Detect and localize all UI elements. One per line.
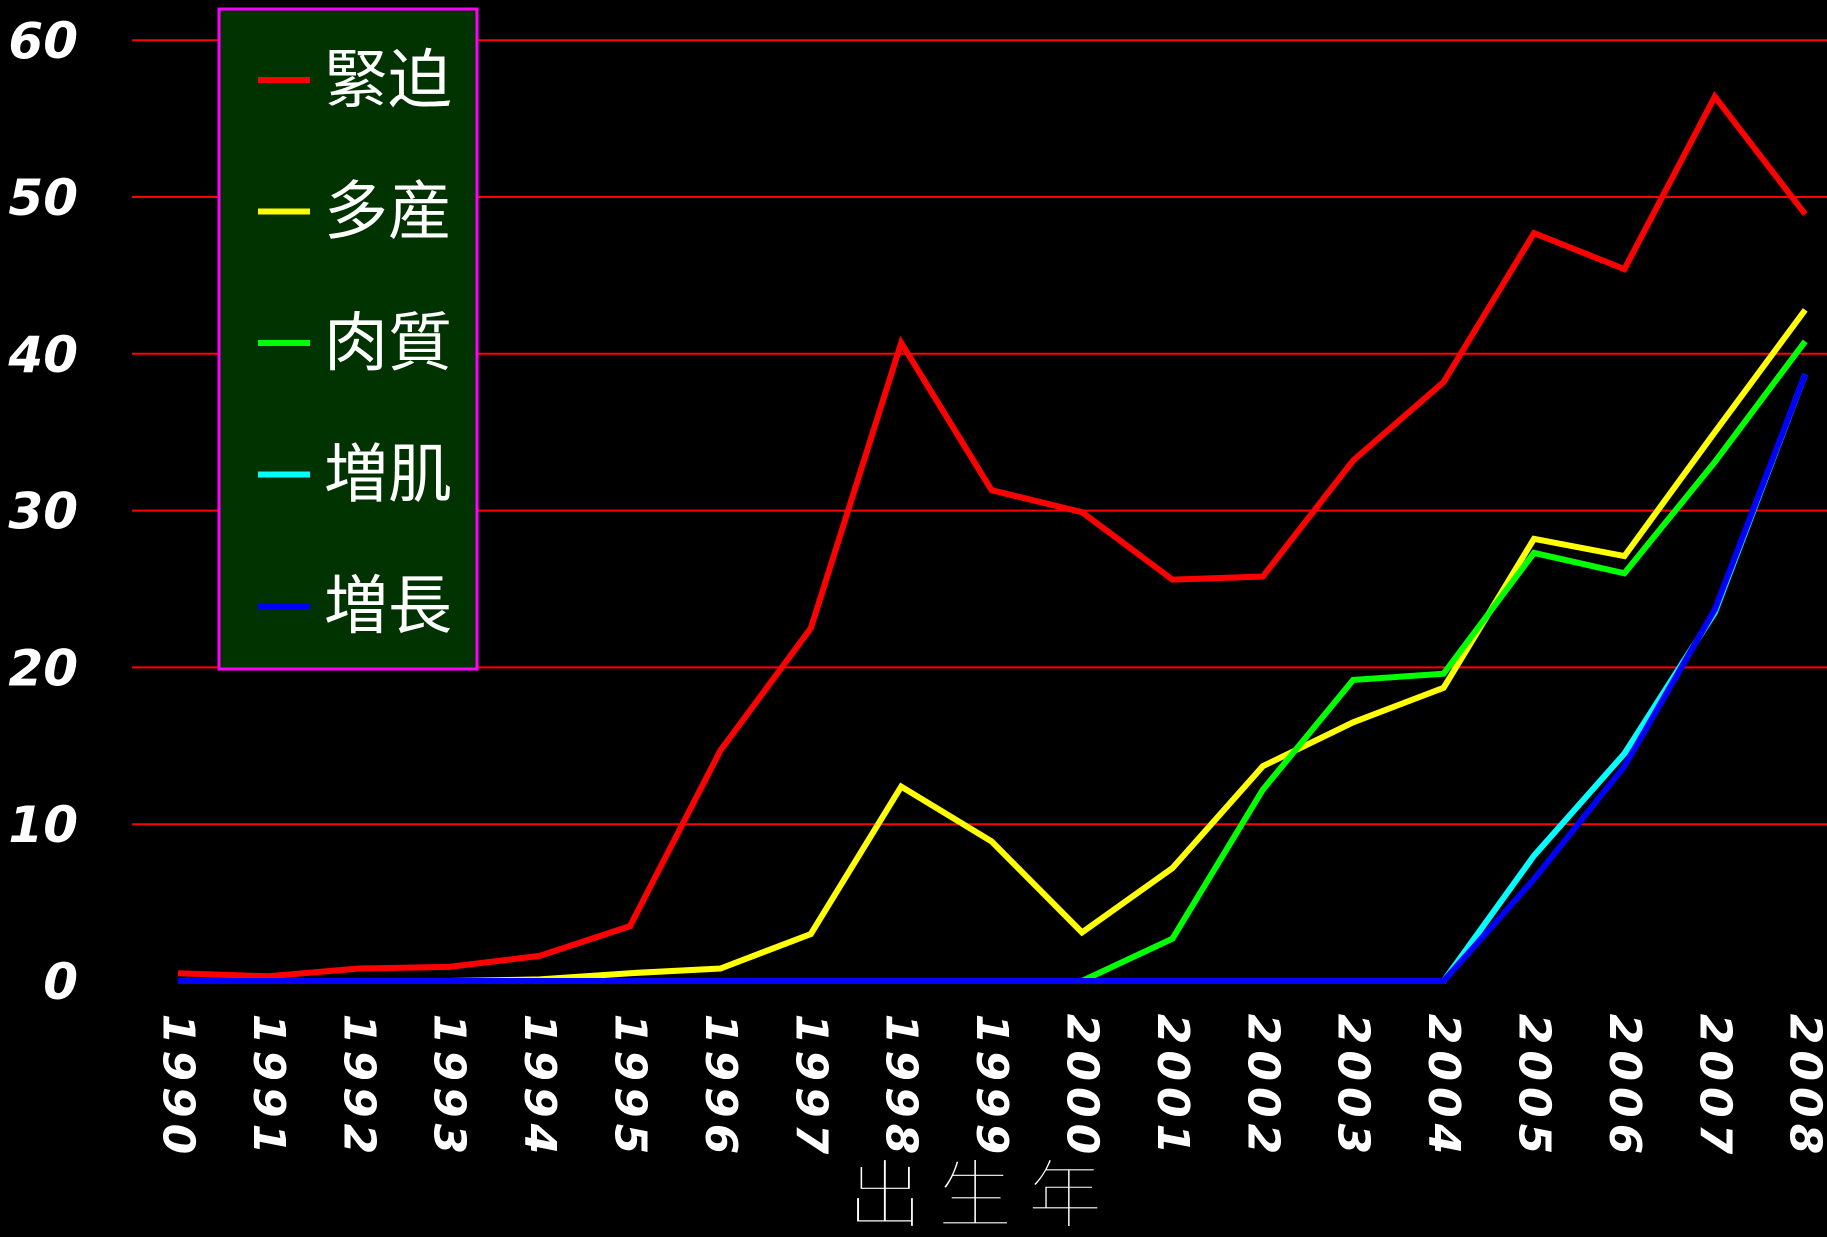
series-lines bbox=[177, 91, 1809, 984]
series-line bbox=[178, 373, 1809, 984]
y-axis-ticks: 0 10 20 30 40 50 60 bbox=[7, 12, 78, 1011]
legend-label: 肉質 bbox=[324, 307, 452, 381]
x-tick-label: 2004 bbox=[1418, 1014, 1469, 1160]
x-tick-label: 1991 bbox=[243, 1014, 294, 1160]
x-tick-label: 2002 bbox=[1237, 1014, 1288, 1160]
x-tick-label: 1995 bbox=[605, 1014, 656, 1160]
x-tick-label: 1998 bbox=[876, 1014, 927, 1160]
y-tick-label: 60 bbox=[8, 12, 78, 70]
x-tick-label: 2000 bbox=[1057, 1014, 1108, 1160]
legend-label: 増肌 bbox=[324, 439, 452, 513]
legend-label: 緊迫 bbox=[324, 44, 452, 118]
y-tick-label: 10 bbox=[8, 796, 78, 854]
x-tick-label: 2001 bbox=[1147, 1014, 1198, 1160]
y-tick-label: 0 bbox=[43, 953, 78, 1011]
legend-label: 増長 bbox=[324, 570, 452, 644]
x-tick-label: 1992 bbox=[333, 1014, 384, 1160]
x-tick-label: 2006 bbox=[1599, 1014, 1650, 1160]
legend-box bbox=[217, 7, 479, 671]
x-tick-label: 1996 bbox=[695, 1014, 746, 1160]
series-line bbox=[177, 91, 1808, 980]
y-tick-label: 20 bbox=[8, 639, 78, 697]
x-tick-label: 1997 bbox=[785, 1014, 836, 1160]
x-tick-label: 1999 bbox=[966, 1014, 1017, 1160]
x-tick-label: 2008 bbox=[1780, 1014, 1827, 1160]
x-tick-label: 1993 bbox=[424, 1014, 475, 1160]
x-tick-label: 1994 bbox=[514, 1014, 565, 1160]
x-tick-label: 2005 bbox=[1509, 1014, 1560, 1160]
x-axis-label: 出生年 bbox=[847, 1151, 1117, 1237]
x-tick-label: 2007 bbox=[1689, 1014, 1740, 1160]
y-tick-label: 30 bbox=[8, 483, 78, 541]
x-tick-label: 1990 bbox=[153, 1014, 204, 1160]
legend-label: 多産 bbox=[324, 176, 452, 250]
x-tick-label: 2003 bbox=[1328, 1014, 1379, 1160]
y-tick-label: 50 bbox=[8, 169, 78, 227]
x-axis-ticks: 1990 1991 1992 1993 1994 1995 1996 1997 1998 1999… bbox=[153, 1014, 1827, 1160]
y-tick-label: 40 bbox=[7, 326, 78, 384]
